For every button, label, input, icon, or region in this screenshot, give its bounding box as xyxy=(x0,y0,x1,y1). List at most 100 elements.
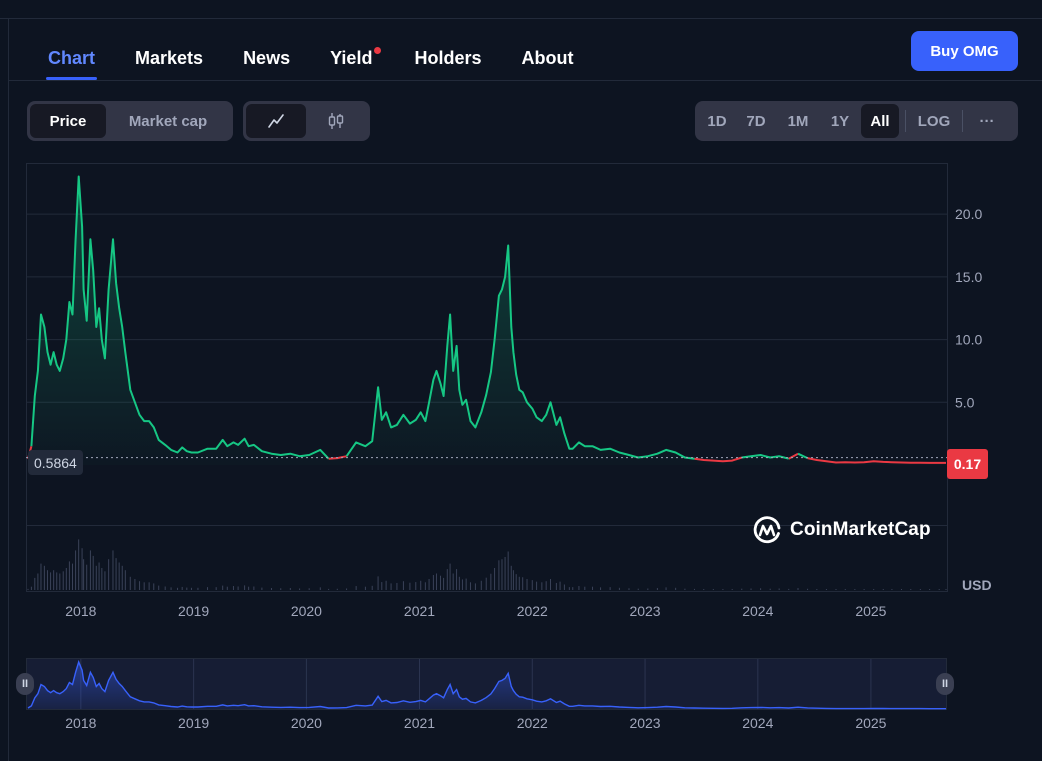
volume-bar xyxy=(584,586,586,590)
volume-bar xyxy=(346,588,348,590)
volume-bar xyxy=(158,585,160,590)
volume-bar xyxy=(121,565,123,590)
volume-bar xyxy=(78,539,80,590)
buy-button[interactable]: Buy OMG xyxy=(911,31,1018,71)
volume-bar xyxy=(452,573,454,590)
volume-bar xyxy=(53,570,55,590)
market-cap-toggle-button[interactable]: Market cap xyxy=(128,112,208,130)
navigator-right-handle[interactable]: II xyxy=(936,673,954,695)
volume-bar xyxy=(27,588,29,590)
volume-bar xyxy=(443,577,445,590)
tab-news[interactable]: News xyxy=(223,40,310,80)
currency-label: USD xyxy=(962,577,992,593)
tab-chart[interactable]: Chart xyxy=(28,40,115,80)
volume-bar xyxy=(490,573,492,590)
volume-bar xyxy=(65,568,67,590)
volume-bar xyxy=(98,562,100,590)
volume-bar xyxy=(270,588,272,590)
y-tick-label: 5.0 xyxy=(955,394,975,410)
volume-bar xyxy=(480,580,482,590)
navigator-left-handle[interactable]: II xyxy=(16,673,34,695)
tabs-divider xyxy=(8,80,1042,81)
more-options-button[interactable]: ··· xyxy=(979,112,995,130)
volume-bar xyxy=(919,589,921,590)
tab-yield[interactable]: Yield xyxy=(310,40,394,80)
range-1m-button[interactable]: 1M xyxy=(787,112,809,130)
price-line-down xyxy=(788,452,799,460)
volume-bar xyxy=(891,589,893,590)
x-tick-label: 2022 xyxy=(517,603,548,619)
volume-bar xyxy=(684,588,686,590)
price-line-down xyxy=(694,456,743,463)
volume-bar xyxy=(873,589,875,590)
volume-bar xyxy=(424,582,426,590)
volume-bar xyxy=(371,585,373,590)
volume-bar xyxy=(572,587,574,590)
tab-label: News xyxy=(243,48,291,68)
volume-bar xyxy=(289,588,291,590)
volume-bar xyxy=(559,581,561,590)
volume-bar xyxy=(507,551,509,590)
line-chart-button[interactable] xyxy=(246,104,306,138)
volume-bar xyxy=(43,565,45,590)
price-toggle-button[interactable]: Price xyxy=(30,104,106,138)
y-tick-label: 15.0 xyxy=(955,269,982,285)
volume-bar xyxy=(465,578,467,590)
tab-label: Markets xyxy=(135,48,204,68)
range-1y-button[interactable]: 1Y xyxy=(830,112,850,130)
volume-bar xyxy=(248,586,250,590)
volume-bar xyxy=(89,550,91,590)
tab-markets[interactable]: Markets xyxy=(115,40,223,80)
volume-bar xyxy=(215,587,217,590)
volume-bar xyxy=(825,589,827,590)
volume-bar xyxy=(328,588,330,590)
panel-top-border xyxy=(0,18,1042,19)
y-tick-label: 20.0 xyxy=(955,206,982,222)
volume-bar xyxy=(882,589,884,590)
volume-bar xyxy=(308,588,310,590)
range-1d-button[interactable]: 1D xyxy=(707,112,727,130)
volume-bar xyxy=(207,587,209,590)
volume-bar xyxy=(95,565,97,590)
tab-about[interactable]: About xyxy=(501,40,593,80)
volume-bar xyxy=(355,586,357,590)
log-scale-button[interactable]: LOG xyxy=(917,112,951,130)
range-all-button[interactable]: All xyxy=(861,104,899,138)
volume-bar xyxy=(592,586,594,590)
volume-bar xyxy=(40,563,42,590)
volume-bar xyxy=(319,587,321,590)
grip-icon: II xyxy=(941,678,949,690)
volume-bar xyxy=(501,559,503,590)
range-7d-button[interactable]: 7D xyxy=(746,112,766,130)
volume-bar xyxy=(469,582,471,590)
current-price-tag: 0.17 xyxy=(947,449,988,479)
navigator-x-tick-label: 2023 xyxy=(629,715,660,731)
navigator-x-tick-label: 2018 xyxy=(65,715,96,731)
volume-bar xyxy=(83,559,85,590)
candlestick-chart-button[interactable] xyxy=(306,104,366,138)
tab-holders[interactable]: Holders xyxy=(394,40,501,80)
tab-label: Yield xyxy=(330,48,373,68)
volume-bar xyxy=(402,581,404,590)
volume-bar xyxy=(816,589,818,590)
volume-bar xyxy=(101,568,103,590)
metric-toggle: Price Market cap xyxy=(27,101,233,141)
volume-bar xyxy=(741,588,743,590)
volume-bar xyxy=(456,569,458,590)
volume-bar xyxy=(253,586,255,590)
volume-bar xyxy=(568,587,570,590)
volume-bar xyxy=(415,582,417,590)
volume-bar xyxy=(280,588,282,590)
volume-bar xyxy=(474,583,476,590)
volume-bar xyxy=(498,560,500,590)
volume-bar xyxy=(731,589,733,590)
volume-bar xyxy=(181,586,183,590)
volume-bar xyxy=(396,582,398,590)
volume-bar xyxy=(536,581,538,590)
x-tick-label: 2021 xyxy=(404,603,435,619)
range-separator xyxy=(905,110,906,132)
volume-bar xyxy=(75,550,77,590)
volume-bar xyxy=(439,575,441,590)
volume-bar xyxy=(545,581,547,590)
